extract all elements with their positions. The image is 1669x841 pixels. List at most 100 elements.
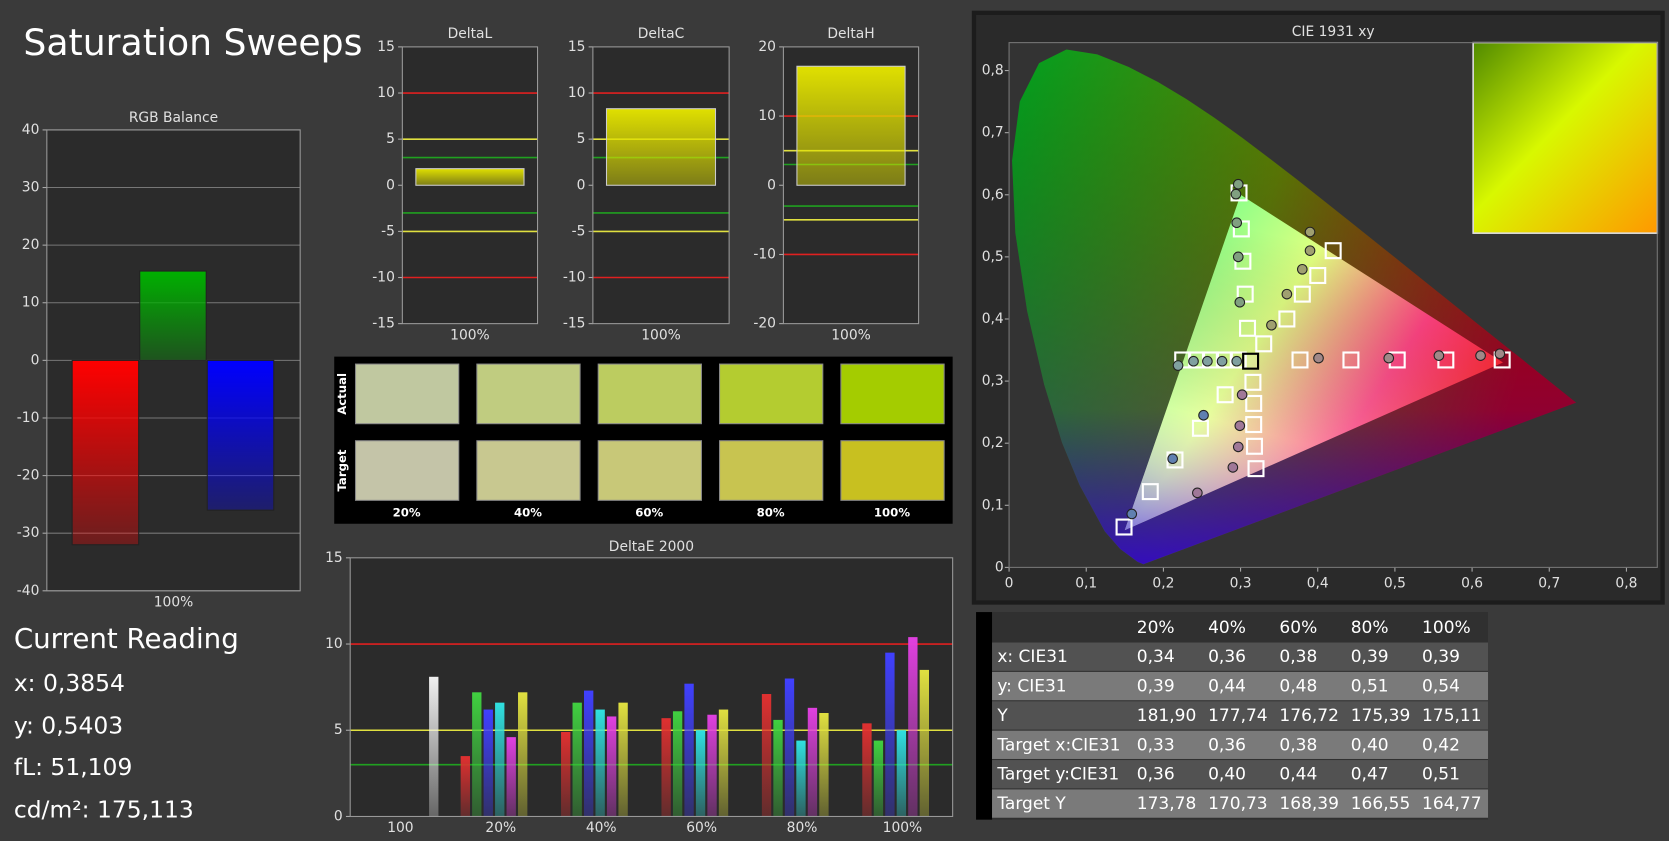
swatch-label: 60%	[635, 506, 663, 520]
swatch-target	[354, 440, 460, 501]
bar	[718, 709, 729, 817]
swatch-label: 100%	[874, 506, 910, 520]
target-point	[1278, 310, 1296, 328]
measured-point	[1167, 453, 1178, 465]
target-point	[1229, 351, 1247, 369]
chart-title: DeltaL	[448, 26, 493, 42]
swatch-label: 20%	[393, 506, 421, 520]
target-point	[1141, 483, 1159, 501]
bar	[684, 683, 694, 817]
table-cell: 175,39	[1351, 706, 1411, 726]
table-header: 40%	[1208, 618, 1246, 638]
swatch-actual	[719, 363, 824, 425]
table-row	[992, 671, 1489, 701]
measured-point	[1198, 409, 1209, 421]
plot-frame	[401, 46, 539, 325]
table-cell: 0,39	[1422, 647, 1460, 667]
y-tick-label: 0,7	[982, 125, 1004, 141]
table-row	[992, 642, 1489, 671]
target-point	[1324, 242, 1342, 260]
table-strip	[976, 612, 993, 820]
y-tick-label: 15	[568, 39, 586, 55]
x-tick-label: 0,6	[1461, 575, 1483, 591]
y-tick-label: 10	[758, 108, 776, 124]
x-tick-label: 0,4	[1307, 575, 1329, 591]
bar	[707, 714, 717, 817]
y-tick-label: 15	[377, 39, 395, 55]
measured-point	[1230, 188, 1242, 200]
measured-point	[1234, 420, 1246, 432]
bar	[618, 702, 628, 817]
target-point	[1342, 351, 1360, 369]
y-tick-label: -10	[753, 246, 776, 262]
table-cell: 0,38	[1279, 735, 1317, 755]
measured-point	[1304, 226, 1316, 238]
bar	[584, 690, 594, 817]
table-row	[992, 789, 1489, 818]
measured-point	[1192, 487, 1203, 499]
bar	[796, 740, 806, 817]
measured-point	[1494, 348, 1506, 360]
table-header: 60%	[1279, 618, 1317, 638]
x-tick-label: 100%	[883, 820, 923, 836]
bar	[606, 716, 617, 817]
reading-heading: Current Reading	[14, 622, 239, 655]
x-tick-label: 100	[387, 820, 413, 836]
bar	[429, 676, 439, 817]
y-tick-label: 5	[334, 722, 343, 738]
table-cell: 168,39	[1279, 794, 1339, 814]
measured-point	[1433, 350, 1445, 361]
y-tick-label: -30	[17, 525, 40, 541]
table-cell: 170,73	[1208, 794, 1268, 814]
bar	[661, 718, 671, 817]
table-cell: 173,78	[1137, 794, 1197, 814]
y-tick-label: 0,4	[982, 311, 1004, 327]
measured-point	[1227, 462, 1239, 473]
bar	[695, 730, 706, 817]
x-tick-label: 0,7	[1538, 575, 1560, 591]
table-cell: y: CIE31	[997, 677, 1066, 697]
y-tick-label: 0,2	[982, 435, 1004, 451]
bar	[495, 702, 505, 817]
table-header: 100%	[1422, 618, 1471, 638]
y-tick-label: 10	[568, 85, 586, 101]
bar	[605, 108, 717, 186]
y-tick-label: 0	[767, 177, 776, 193]
y-tick-label: 0	[31, 352, 40, 368]
x-tick-label: 100%	[154, 595, 194, 611]
measured-point	[1383, 352, 1395, 364]
x-tick-label: 0,2	[1152, 575, 1174, 591]
swatch-target	[597, 440, 702, 501]
table-row	[992, 730, 1489, 759]
target-point	[1115, 518, 1133, 536]
bar	[518, 692, 528, 817]
table-cell: 0,38	[1279, 647, 1317, 667]
chart-title: DeltaH	[827, 26, 874, 42]
measured-point	[1281, 288, 1293, 300]
y-tick-label: 0	[577, 177, 586, 193]
table-cell: 0,51	[1422, 765, 1460, 785]
y-tick-label: 20	[758, 39, 776, 55]
y-tick-label: -10	[563, 270, 586, 286]
x-tick-label: 0	[1005, 575, 1014, 591]
table-cell: 0,33	[1137, 735, 1175, 755]
target-point	[1245, 394, 1263, 412]
table-cell: Target x:CIE31	[996, 735, 1120, 755]
table-cell: 0,36	[1208, 735, 1246, 755]
table-cell: 0,34	[1137, 647, 1175, 667]
bar	[773, 719, 783, 817]
bar	[71, 359, 140, 546]
x-tick-label: 60%	[686, 820, 717, 836]
target-point	[1293, 285, 1311, 303]
target-point	[1309, 266, 1327, 285]
measured-point	[1236, 389, 1248, 401]
chart-title: DeltaC	[638, 26, 685, 42]
y-tick-label: -10	[372, 270, 395, 286]
measured-point	[1232, 178, 1244, 190]
y-tick-label: 0	[334, 808, 343, 824]
table-cell: 0,36	[1137, 765, 1175, 785]
table-header: 80%	[1351, 618, 1389, 638]
x-tick-label: 0,3	[1230, 575, 1252, 591]
table-cell: 164,77	[1422, 794, 1482, 814]
y-tick-label: 30	[22, 180, 40, 196]
